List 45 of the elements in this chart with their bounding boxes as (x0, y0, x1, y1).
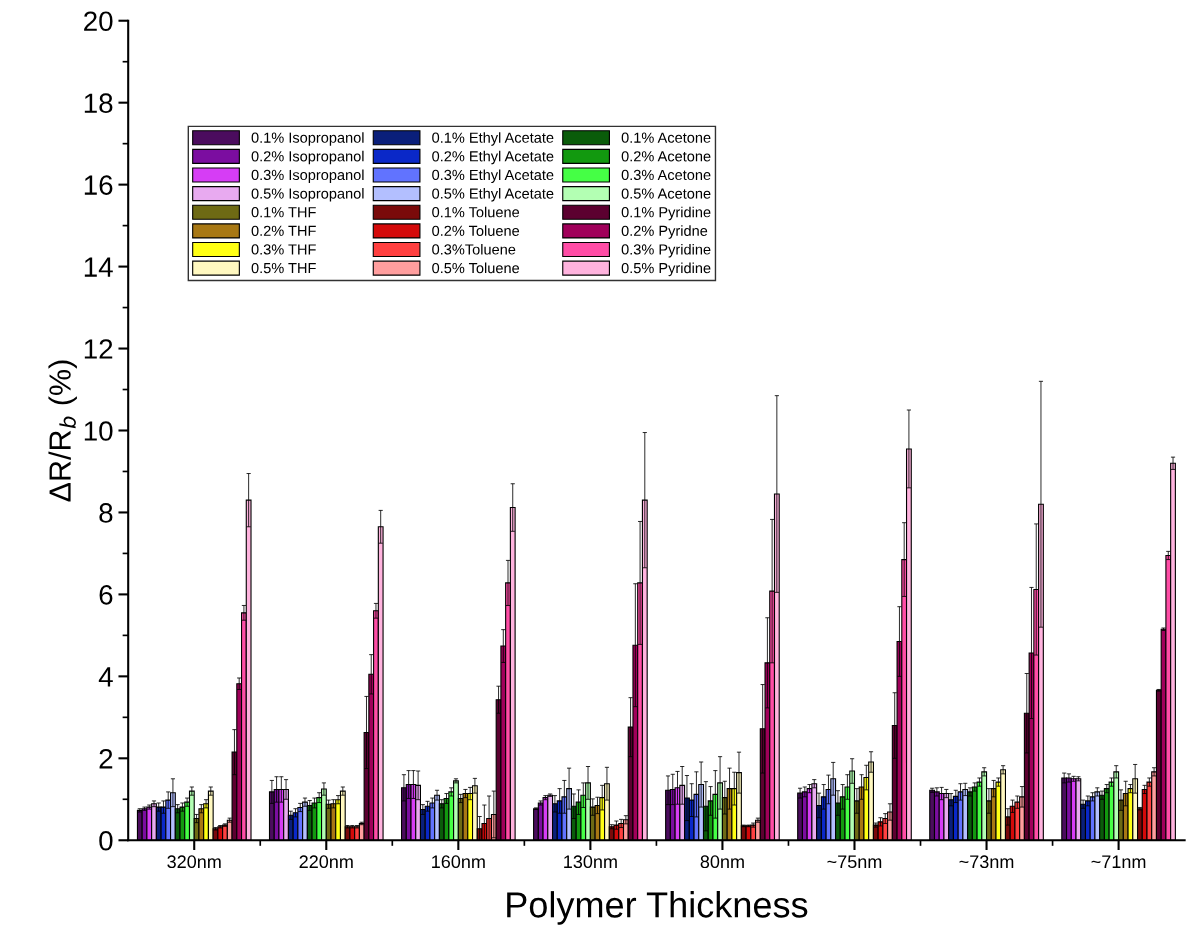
legend-label: 0.2% Isopropanol (251, 150, 364, 165)
x-tick-label: ~71nm (1091, 855, 1146, 868)
y-tick-label: 18 (84, 93, 113, 114)
legend-label: 0.3% Pyridine (621, 243, 711, 258)
y-tick-label: 16 (84, 175, 113, 195)
legend-label: 0.1% Ethyl Acetate (432, 132, 554, 146)
y-tick-label: 12 (84, 339, 113, 359)
x-tick-label: 160nm (432, 855, 485, 869)
legend-label: 0.2% Acetone (621, 151, 711, 162)
legend-label: 0.3%Toluene (432, 243, 516, 255)
legend-label: 0.2% Toluene (432, 225, 520, 236)
legend-label: 0.5% Pyridine (621, 262, 711, 277)
legend-label: 0.2% THF (251, 225, 316, 236)
legend-label: 0.1% Acetone (621, 132, 711, 143)
x-tick-label: 220nm (299, 855, 353, 869)
y-tick-label: 10 (84, 421, 113, 441)
legend-label: 0.3% Ethyl Acetate (432, 169, 554, 183)
legend-label: 0.3% Acetone (621, 169, 711, 181)
x-tick-label: ~73nm (959, 855, 1014, 869)
y-tick-label: 8 (99, 503, 113, 523)
legend-label: 0.1% Pyridine (621, 206, 711, 221)
legend-label: 0.1% Toluene (432, 206, 520, 218)
y-tick-label: 20 (84, 11, 113, 32)
y-axis-title: ΔR/R$_{b}$ (%) (48, 360, 77, 502)
legend-label: 0.5% Isopropanol (251, 188, 364, 202)
legend-label: 0.3% THF (251, 244, 316, 255)
legend-label: 0.5% Ethyl Acetate (432, 188, 554, 202)
legend-label: 0.5% Toluene (432, 262, 520, 274)
y-tick-label: 0 (99, 830, 113, 851)
y-tick-label: 4 (98, 667, 113, 687)
legend-label: 0.5% Acetone (621, 188, 711, 199)
y-tick-label: 6 (99, 585, 113, 605)
x-tick-label: 130nm (564, 855, 617, 869)
legend-label: 0.1% Isopropanol (251, 132, 364, 146)
legend-label: 0.5% THF (251, 262, 316, 274)
legend-label: 0.1% THF (251, 207, 316, 218)
y-tick-label: 2 (99, 748, 113, 769)
x-tick-label: 80nm (700, 855, 744, 869)
y-tick-label: 14 (84, 257, 113, 277)
legend-label: 0.2% Pyridne (621, 225, 708, 239)
x-tick-label: 320nm (167, 855, 221, 869)
x-tick-label: ~75nm (827, 855, 882, 869)
x-axis-title: Polymer Thickness (507, 891, 808, 925)
legend-label: 0.3% Isopropanol (251, 169, 364, 183)
legend-label: 0.2% Ethyl Acetate (432, 150, 554, 165)
